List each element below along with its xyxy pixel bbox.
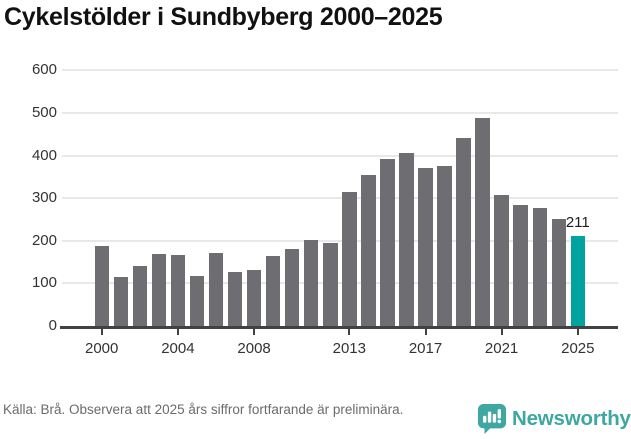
x-axis-label-2013: 2013: [332, 340, 366, 357]
bar-value-annotation: 211: [565, 214, 590, 232]
bar-2006: [208, 252, 224, 326]
bar-2020: [475, 118, 490, 326]
bar-2005: [189, 276, 205, 326]
chart-title: Cykelstölder i Sundbyberg 2000–2025: [4, 3, 443, 31]
bar-2011: [303, 239, 319, 326]
x-tick-2025: [576, 329, 579, 335]
bar-2015: [380, 158, 395, 326]
x-tick-2004: [176, 329, 179, 335]
bar-2009: [265, 256, 281, 326]
y-axis-label-200: 200: [31, 231, 57, 249]
y-axis-label-500: 500: [31, 103, 57, 121]
bar-2000: [94, 246, 109, 326]
x-tick-2013: [348, 329, 351, 335]
bar-2010: [284, 248, 300, 326]
x-tick-2017: [424, 329, 427, 335]
newsworthy-wordmark: Newsworthy: [512, 406, 631, 430]
bar-2002: [132, 265, 147, 326]
bar-2007: [227, 272, 243, 326]
newsworthy-speech-bubble-bar-chart-icon: [477, 403, 507, 434]
x-axis-line: [60, 326, 618, 329]
bar-2004: [170, 254, 186, 326]
bar-2008: [246, 269, 262, 326]
bar-2022: [513, 205, 528, 326]
bar-2012: [323, 242, 338, 326]
x-axis-label-2008: 2008: [237, 340, 271, 357]
y-axis-label-100: 100: [31, 274, 57, 292]
x-tick-2021: [500, 329, 503, 335]
y-axis-label-400: 400: [31, 146, 57, 164]
y-axis-label-0: 0: [48, 317, 57, 334]
x-axis-label-2021: 2021: [484, 340, 519, 357]
source-note: Källa: Brå. Observera att 2025 års siffr…: [3, 402, 404, 417]
bar-2024: [551, 219, 566, 326]
x-axis-label-2004: 2004: [161, 340, 195, 357]
gridline-100: [62, 282, 618, 285]
bar-2023: [532, 208, 547, 326]
bar-2021: [494, 195, 509, 326]
x-axis-label-2000: 2000: [85, 340, 119, 357]
x-axis-label-2017: 2017: [408, 340, 443, 357]
gridline-400: [62, 154, 618, 157]
bar-2003: [151, 253, 167, 326]
gridline-500: [62, 111, 618, 114]
bar-2016: [399, 153, 414, 326]
bar-2019: [456, 137, 471, 326]
bar-2017: [418, 168, 433, 326]
bar-2025: [570, 236, 586, 326]
bar-2014: [361, 174, 376, 326]
gridline-300: [62, 197, 618, 200]
y-axis-label-600: 600: [31, 61, 57, 79]
plot-area: 0 100 200 300 400 500 600 2000 2004 2008 2013 2017…: [31, 61, 618, 357]
x-axis-label-2025: 2025: [561, 340, 595, 357]
x-tick-2008: [253, 329, 256, 335]
bar-2013: [342, 192, 357, 326]
gridline-200: [62, 239, 618, 242]
bar-2018: [437, 165, 452, 326]
y-axis-label-300: 300: [31, 189, 57, 207]
newsworthy-logo: Newsworthy: [477, 403, 631, 434]
bar-2001: [113, 276, 128, 326]
x-tick-2000: [100, 329, 103, 335]
gridline-600: [62, 69, 618, 72]
